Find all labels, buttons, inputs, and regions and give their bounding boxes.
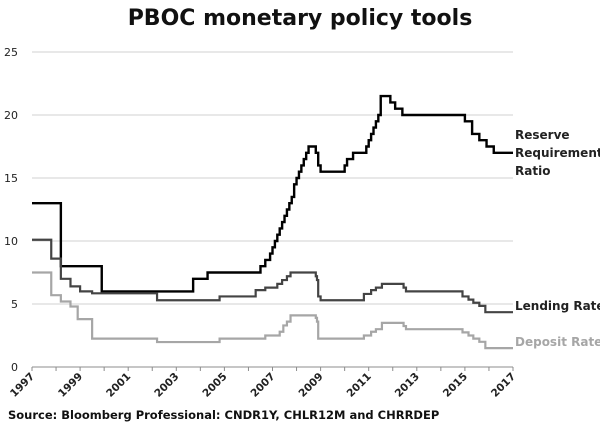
x-tick-label: 1997 bbox=[8, 371, 37, 400]
axes: 0 5 10 15 20 25 1997 1999 2001 2003 2005 2007 2009 20… bbox=[4, 46, 518, 400]
y-tick-label: 20 bbox=[4, 109, 18, 122]
x-tick-label: 2003 bbox=[152, 371, 181, 400]
series-label-reserve-requirement-ratio: Reserve Requirement Ratio bbox=[515, 128, 600, 178]
x-tick-label: 2015 bbox=[441, 371, 470, 400]
series-labels: Reserve Requirement Ratio Lending Rate Depos… bbox=[515, 128, 600, 349]
x-tick-label: 2001 bbox=[104, 371, 133, 400]
series-label-lending-rate: Lending Rate bbox=[515, 299, 600, 313]
x-tick-label: 2011 bbox=[345, 371, 374, 400]
series-line-deposit-rate bbox=[32, 271, 513, 350]
y-tick-label: 5 bbox=[11, 298, 18, 311]
y-tick-label: 15 bbox=[4, 172, 18, 185]
x-tick-label: 2013 bbox=[393, 371, 422, 400]
series-label-deposit-rate: Deposit Rate bbox=[515, 335, 600, 349]
chart-title: PBOC monetary policy tools bbox=[127, 6, 473, 31]
series-lines bbox=[32, 94, 513, 350]
x-tick-label: 2017 bbox=[489, 371, 518, 400]
x-tick-label: 2005 bbox=[200, 371, 229, 400]
series-line-lending-rate bbox=[32, 238, 513, 314]
y-tick-label: 0 bbox=[11, 361, 18, 374]
x-tick-label: 1999 bbox=[56, 371, 85, 400]
chart-source: Source: Bloomberg Professional: CNDR1Y, … bbox=[8, 408, 440, 422]
y-tick-label: 10 bbox=[4, 235, 18, 248]
gridlines bbox=[32, 51, 513, 305]
series-line-reserve-requirement-ratio bbox=[32, 94, 513, 293]
x-tick-label: 2009 bbox=[297, 371, 326, 400]
y-tick-label: 25 bbox=[4, 46, 18, 59]
x-tick-label: 2007 bbox=[248, 371, 277, 400]
